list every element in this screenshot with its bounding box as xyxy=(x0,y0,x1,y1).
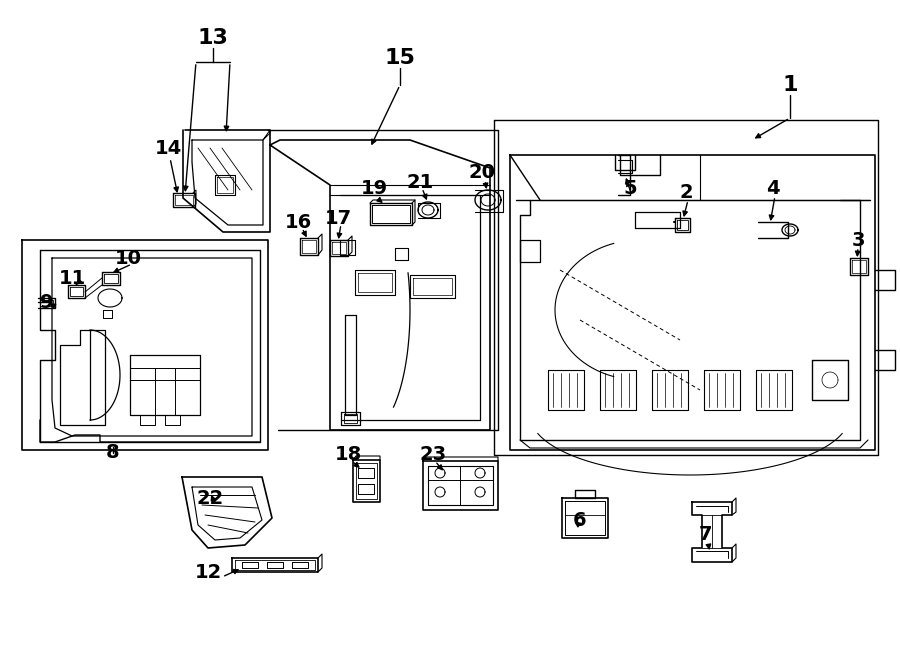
Text: 8: 8 xyxy=(106,442,120,461)
Text: 9: 9 xyxy=(40,293,54,311)
Text: 16: 16 xyxy=(284,212,311,231)
Text: 3: 3 xyxy=(851,231,865,249)
Text: 20: 20 xyxy=(469,163,496,182)
Text: 15: 15 xyxy=(384,48,416,68)
Text: 10: 10 xyxy=(114,249,141,268)
Text: 23: 23 xyxy=(419,446,446,465)
Text: 11: 11 xyxy=(58,268,86,288)
Text: 19: 19 xyxy=(360,178,388,198)
Text: 6: 6 xyxy=(573,510,587,529)
Text: 12: 12 xyxy=(194,563,221,582)
Text: 14: 14 xyxy=(155,139,182,157)
Text: 18: 18 xyxy=(335,446,362,465)
Text: 4: 4 xyxy=(766,178,779,198)
Text: 1: 1 xyxy=(782,75,797,95)
Text: 5: 5 xyxy=(623,178,637,198)
Text: 13: 13 xyxy=(198,28,229,48)
Text: 21: 21 xyxy=(407,173,434,192)
Text: 7: 7 xyxy=(699,525,713,545)
Text: 17: 17 xyxy=(324,208,352,227)
Text: 22: 22 xyxy=(196,488,223,508)
Text: 2: 2 xyxy=(680,182,693,202)
